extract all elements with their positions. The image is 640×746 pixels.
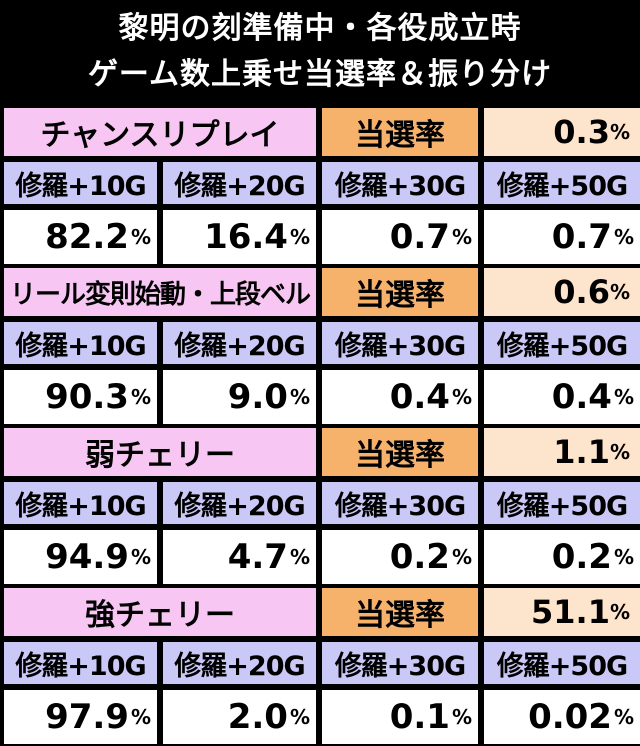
value-cell: 0.1% bbox=[320, 688, 480, 746]
column-header: 修羅+50G bbox=[482, 160, 640, 206]
section-strong-cherry: 強チェリー 当選率 51.1% 修羅+10G 修羅+20G 修羅+30G 修羅+… bbox=[0, 586, 640, 746]
role-label: チャンスリプレイ bbox=[2, 106, 318, 158]
value-cell: 2.0% bbox=[161, 688, 318, 746]
column-header: 修羅+10G bbox=[2, 640, 159, 686]
column-header: 修羅+20G bbox=[161, 480, 318, 526]
column-header: 修羅+20G bbox=[161, 160, 318, 206]
win-rate-value: 0.6% bbox=[482, 266, 640, 318]
role-label: 弱チェリー bbox=[2, 426, 318, 478]
value-cell: 94.9% bbox=[2, 528, 159, 586]
win-rate-value: 0.3% bbox=[482, 106, 640, 158]
win-rate-label: 当選率 bbox=[320, 586, 480, 638]
title-line-2: ゲーム数上乗せ当選率＆振り分け bbox=[87, 57, 553, 92]
win-rate-value: 1.1% bbox=[482, 426, 640, 478]
column-header: 修羅+20G bbox=[161, 320, 318, 366]
section-reel-bell: リール変則始動・上段ベル 当選率 0.6% 修羅+10G 修羅+20G 修羅+3… bbox=[0, 266, 640, 426]
section-weak-cherry: 弱チェリー 当選率 1.1% 修羅+10G 修羅+20G 修羅+30G 修羅+5… bbox=[0, 426, 640, 586]
column-header: 修羅+10G bbox=[2, 160, 159, 206]
page-header: 黎明の刻準備中・各役成立時 ゲーム数上乗せ当選率＆振り分け bbox=[0, 0, 640, 104]
column-header: 修羅+10G bbox=[2, 480, 159, 526]
section-chance-replay: チャンスリプレイ 当選率 0.3% 修羅+10G 修羅+20G 修羅+30G 修… bbox=[0, 106, 640, 266]
column-header: 修羅+10G bbox=[2, 320, 159, 366]
column-header: 修羅+50G bbox=[482, 640, 640, 686]
value-cell: 0.2% bbox=[482, 528, 640, 586]
role-label: 強チェリー bbox=[2, 586, 318, 638]
value-cell: 16.4% bbox=[161, 208, 318, 266]
title-line-1: 黎明の刻準備中・各役成立時 bbox=[118, 11, 522, 46]
value-cell: 4.7% bbox=[161, 528, 318, 586]
value-cell: 97.9% bbox=[2, 688, 159, 746]
win-rate-value: 51.1% bbox=[482, 586, 640, 638]
value-cell: 0.2% bbox=[320, 528, 480, 586]
value-cell: 82.2% bbox=[2, 208, 159, 266]
column-header: 修羅+30G bbox=[320, 320, 480, 366]
column-header: 修羅+30G bbox=[320, 480, 480, 526]
column-header: 修羅+30G bbox=[320, 640, 480, 686]
win-rate-label: 当選率 bbox=[320, 426, 480, 478]
value-cell: 0.7% bbox=[320, 208, 480, 266]
column-header: 修羅+50G bbox=[482, 480, 640, 526]
value-cell: 0.4% bbox=[320, 368, 480, 426]
column-header: 修羅+30G bbox=[320, 160, 480, 206]
win-rate-label: 当選率 bbox=[320, 266, 480, 318]
column-header: 修羅+50G bbox=[482, 320, 640, 366]
win-rate-label: 当選率 bbox=[320, 106, 480, 158]
value-cell: 9.0% bbox=[161, 368, 318, 426]
value-cell: 90.3% bbox=[2, 368, 159, 426]
value-cell: 0.02% bbox=[482, 688, 640, 746]
column-header: 修羅+20G bbox=[161, 640, 318, 686]
value-cell: 0.7% bbox=[482, 208, 640, 266]
value-cell: 0.4% bbox=[482, 368, 640, 426]
role-label: リール変則始動・上段ベル bbox=[2, 266, 318, 318]
